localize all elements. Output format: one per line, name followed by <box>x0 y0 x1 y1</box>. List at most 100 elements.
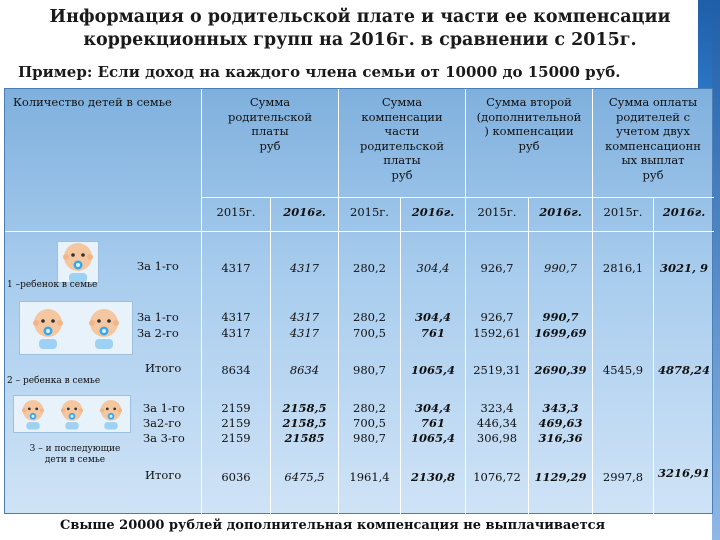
header-text: Сумма второй <box>486 95 572 109</box>
child-icon-group-2 <box>19 301 133 355</box>
table-cell: 4545,9 <box>602 363 644 377</box>
header-text: компенсационн <box>605 138 701 153</box>
row-label: За 3-го <box>143 431 185 445</box>
group-label-1: 1 –ребенок в семье <box>7 280 98 290</box>
grid-line <box>653 197 654 515</box>
table-cell: 2690,39 <box>534 363 587 377</box>
table-cell: 926,7 <box>480 310 514 324</box>
header-parent-fee: Сумма родительской платы руб <box>205 95 335 153</box>
baby-icon <box>63 243 93 283</box>
row-label: Итого <box>145 361 182 375</box>
table-cell: 2158,5 <box>282 416 327 430</box>
table-cell: 3021, 9 <box>659 261 709 275</box>
header-text: платы <box>251 124 289 138</box>
table-cell: 4317 <box>221 261 251 275</box>
subtitle: Пример: Если доход на каждого члена семь… <box>18 63 621 81</box>
year-header: 2015г. <box>216 205 256 219</box>
header-text: родителей с <box>615 109 691 124</box>
title-line-2: коррекционных групп на 2016г. в сравнени… <box>83 30 637 50</box>
table-cell: 6036 <box>221 470 251 484</box>
table-cell: 1065,4 <box>410 363 455 377</box>
table-cell: 4878,24 <box>657 363 710 377</box>
table-cell: 2130,8 <box>410 470 455 484</box>
header-text: Сумма <box>249 95 291 109</box>
table-cell: 323,4 <box>480 401 514 415</box>
baby-icon <box>22 399 45 430</box>
table-cell: 280,2 <box>353 310 386 324</box>
table-cell: 2159 <box>221 416 251 430</box>
year-header: 2016г. <box>283 205 326 219</box>
table-cell: 700,5 <box>353 416 386 430</box>
table-cell: 1129,29 <box>534 470 587 484</box>
table-cell: 6475,5 <box>284 470 325 484</box>
child-icon-group-1 <box>57 241 99 283</box>
row-label: За2-го <box>143 416 182 430</box>
table-cell: 304,4 <box>416 261 450 275</box>
header-compensation: Сумма компенсации части родительской пла… <box>341 95 463 182</box>
table-cell: 1065,4 <box>410 431 455 445</box>
table-cell: 4317 <box>221 310 251 324</box>
footer-note: Свыше 20000 рублей дополнительная компен… <box>60 518 606 533</box>
table-cell: 761 <box>420 326 445 340</box>
table-cell: 1592,61 <box>473 326 521 340</box>
grid-line <box>338 89 339 515</box>
header-text: Сумма <box>381 95 423 109</box>
baby-icon <box>99 399 122 430</box>
table-cell: 316,36 <box>538 431 583 445</box>
grid-line <box>400 197 401 515</box>
table-cell: 1961,4 <box>349 470 390 484</box>
header-text: руб <box>259 138 281 153</box>
page-title: Информация о родительской плате и части … <box>20 6 700 52</box>
grid-line <box>528 197 529 515</box>
header-additional-compensation: Сумма второй (дополнительной ) компенсац… <box>468 95 590 153</box>
table-cell: 2158,5 <box>282 401 327 415</box>
table-cell: 4317 <box>221 326 251 340</box>
table-cell: 980,7 <box>353 363 386 377</box>
grid-line <box>5 231 714 232</box>
table-cell: 3216,91 <box>657 466 710 480</box>
data-table: Количество детей в семье Сумма родительс… <box>4 88 714 515</box>
grid-line <box>592 89 593 515</box>
row-label: За 2-го <box>137 326 179 340</box>
grid-line <box>201 89 202 515</box>
table-cell: 8634 <box>289 363 320 377</box>
baby-icon <box>33 309 63 349</box>
table-cell: 4317 <box>289 310 320 324</box>
table-cell: 4317 <box>289 326 320 340</box>
table-cell: 304,4 <box>414 401 451 415</box>
table-cell: 2159 <box>221 401 251 415</box>
table-cell: 2997,8 <box>602 470 644 484</box>
table-cell: 926,7 <box>480 261 514 275</box>
table-cell: 8634 <box>221 363 251 377</box>
row-label: За 1-го <box>137 310 179 324</box>
row-label: За 1-го <box>137 259 179 273</box>
table-cell: 990,7 <box>542 310 579 324</box>
grid-line <box>465 89 466 515</box>
table-cell: 1076,72 <box>473 470 521 484</box>
child-icon-group-3 <box>13 395 131 433</box>
table-cell: 469,63 <box>538 416 583 430</box>
table-cell: 980,7 <box>353 431 386 445</box>
baby-icon <box>60 399 84 430</box>
grid-line <box>201 197 714 198</box>
row-label: За 1-го <box>143 401 185 415</box>
header-total-payment: Сумма оплаты родителей с учетом двух ком… <box>594 95 712 182</box>
table-cell: 700,5 <box>353 326 386 340</box>
header-text: учетом двух <box>616 124 690 138</box>
table-cell: 21585 <box>284 431 325 445</box>
baby-icon <box>89 309 119 349</box>
header-text: Сумма оплаты <box>608 95 698 109</box>
header-text: ) компенсации <box>484 124 574 138</box>
table-cell: 2159 <box>221 431 251 445</box>
table-cell: 343,3 <box>542 401 579 415</box>
year-header: 2016г. <box>662 205 706 219</box>
table-cell: 280,2 <box>353 401 386 415</box>
group-label-2: 2 – ребенка в семье <box>7 376 101 386</box>
grid-line <box>270 197 271 515</box>
header-text: части <box>384 124 420 138</box>
header-text: (дополнительной <box>476 109 582 124</box>
year-header: 2015г. <box>350 205 389 219</box>
header-text: руб <box>391 167 413 182</box>
header-text: родительской <box>228 109 312 124</box>
header-text: ых выплат <box>621 153 685 167</box>
